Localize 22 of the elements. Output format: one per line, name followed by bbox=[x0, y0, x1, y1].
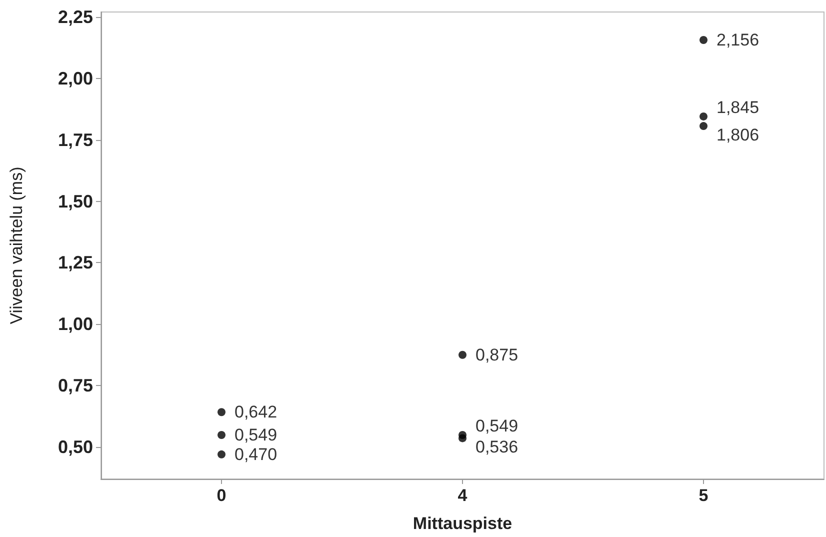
y-tick-label: 1,50 bbox=[58, 191, 93, 212]
data-label: 0,536 bbox=[476, 438, 518, 457]
data-label: 2,156 bbox=[716, 30, 760, 50]
y-tick-label: 0,50 bbox=[58, 437, 93, 458]
y-tick-label: 2,25 bbox=[58, 6, 93, 27]
y-axis-title: Viiveen vaihtelu (ms) bbox=[7, 166, 26, 324]
data-label: 0,549 bbox=[234, 426, 278, 445]
y-tick-label: 0,75 bbox=[58, 376, 93, 396]
x-tick-label: 4 bbox=[458, 486, 468, 505]
x-axis-title: Mittauspiste bbox=[412, 514, 512, 533]
data-label: 1,806 bbox=[716, 126, 760, 145]
y-tick-label: 1,00 bbox=[58, 314, 93, 334]
data-label: 1,845 bbox=[716, 98, 760, 117]
x-tick-label: 5 bbox=[698, 486, 708, 505]
data-label: 0,549 bbox=[476, 416, 518, 436]
y-tick-label: 2,00 bbox=[58, 68, 93, 88]
y-tick-label: 1,25 bbox=[58, 252, 93, 273]
x-tick-label: 0 bbox=[216, 486, 226, 505]
data-label: 0,875 bbox=[476, 345, 518, 364]
data-label: 0,470 bbox=[234, 444, 278, 464]
data-label: 0,642 bbox=[234, 402, 278, 422]
y-tick-label: 1,75 bbox=[58, 130, 93, 150]
